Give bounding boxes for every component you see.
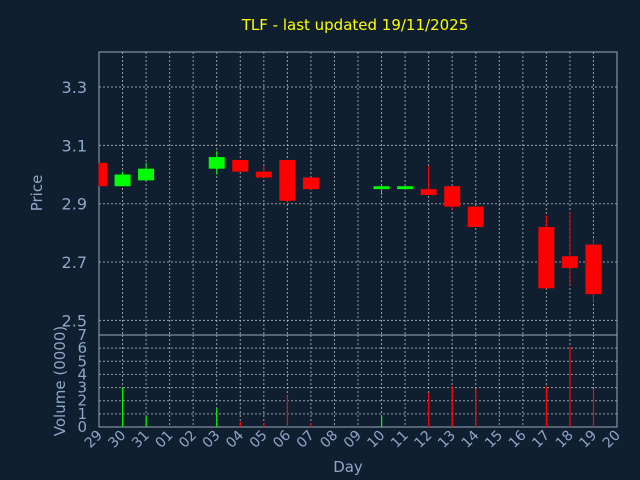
candle-body bbox=[279, 159, 296, 201]
day-tick-label: 20 bbox=[600, 428, 624, 452]
volume-bar bbox=[592, 388, 595, 427]
volume-tick-label: 6 bbox=[77, 339, 87, 357]
day-tick-label: 19 bbox=[576, 428, 600, 452]
candle-body bbox=[538, 227, 555, 289]
volume-bar bbox=[475, 388, 477, 427]
candle-body bbox=[467, 206, 484, 228]
candle-body bbox=[138, 168, 155, 181]
day-tick-label: 18 bbox=[553, 428, 577, 452]
price-axis-ticks: 2.5 2.7 2.9 3.1 3.3 bbox=[62, 78, 87, 330]
volume-bar bbox=[239, 421, 241, 427]
volume-bar bbox=[545, 386, 548, 427]
day-tick-label: 31 bbox=[129, 428, 153, 452]
volume-tick-label: 1 bbox=[77, 405, 87, 423]
candle-body bbox=[232, 159, 249, 172]
volume-bar bbox=[286, 395, 289, 427]
day-tick-label: 15 bbox=[482, 428, 506, 452]
candle-body bbox=[420, 189, 437, 195]
candle-body bbox=[585, 244, 602, 295]
volume-bar bbox=[216, 408, 218, 427]
candle-body bbox=[561, 256, 578, 268]
day-tick-label: 12 bbox=[412, 428, 436, 452]
volume-bar bbox=[310, 423, 312, 427]
volume-bar bbox=[381, 416, 383, 427]
volume-tick-label: 7 bbox=[77, 326, 87, 344]
day-axis-ticks: 29 30 31 01 02 03 04 05 06 07 08 09 10 11 12 13 14 15 16 17… bbox=[82, 427, 624, 451]
day-tick-label: 17 bbox=[529, 428, 553, 452]
candle-body bbox=[208, 157, 225, 169]
volume-bar bbox=[122, 387, 124, 427]
day-tick-label: 13 bbox=[435, 428, 459, 452]
candle-body bbox=[114, 174, 131, 187]
candle-body bbox=[99, 162, 107, 187]
volume-tick-label: 4 bbox=[77, 365, 87, 383]
price-tick-label: 3.3 bbox=[62, 78, 87, 97]
day-tick-label: 01 bbox=[153, 428, 177, 452]
day-tick-label: 04 bbox=[223, 427, 247, 451]
volume-bar bbox=[263, 423, 265, 427]
volume-tick-label: 2 bbox=[77, 392, 87, 410]
volume-tick-label: 5 bbox=[77, 352, 87, 370]
day-tick-label: 11 bbox=[388, 428, 412, 452]
day-tick-label: 08 bbox=[317, 428, 341, 452]
candle-body bbox=[255, 171, 272, 178]
day-tick-label: 14 bbox=[459, 427, 483, 451]
volume-bar bbox=[145, 416, 147, 427]
price-tick-label: 3.1 bbox=[62, 136, 87, 155]
price-tick-label: 2.7 bbox=[62, 253, 87, 272]
candle-body bbox=[302, 177, 319, 190]
price-grid bbox=[99, 52, 617, 335]
candlestick-series bbox=[98, 151, 602, 303]
volume-bar bbox=[451, 386, 453, 427]
volume-panel-frame bbox=[98, 334, 618, 428]
volume-series bbox=[122, 346, 595, 427]
chart-title: TLF - last updated 19/11/2025 bbox=[241, 16, 469, 34]
volume-axis-label: Volume (0000) bbox=[51, 326, 69, 436]
day-tick-label: 10 bbox=[364, 428, 388, 452]
day-tick-label: 03 bbox=[200, 428, 224, 452]
day-axis-label: Day bbox=[333, 458, 363, 476]
day-tick-label: 05 bbox=[247, 428, 271, 452]
day-tick-label: 02 bbox=[176, 428, 200, 452]
volume-bar bbox=[428, 392, 430, 427]
candle-body bbox=[444, 186, 461, 207]
candle-body bbox=[373, 186, 390, 190]
volume-tick-label: 0 bbox=[77, 418, 87, 436]
day-tick-label: 06 bbox=[270, 427, 294, 451]
day-tick-label: 30 bbox=[105, 428, 129, 452]
price-tick-label: 2.9 bbox=[62, 195, 87, 214]
price-tick-label: 2.5 bbox=[62, 311, 87, 330]
volume-tick-label: 3 bbox=[77, 379, 87, 397]
candle-body bbox=[397, 186, 414, 190]
day-tick-label: 09 bbox=[341, 428, 365, 452]
day-tick-label: 07 bbox=[294, 428, 318, 452]
price-axis-label: Price bbox=[28, 175, 46, 212]
volume-bar bbox=[569, 346, 571, 427]
day-tick-label: 16 bbox=[506, 427, 530, 451]
volume-grid bbox=[99, 335, 617, 427]
